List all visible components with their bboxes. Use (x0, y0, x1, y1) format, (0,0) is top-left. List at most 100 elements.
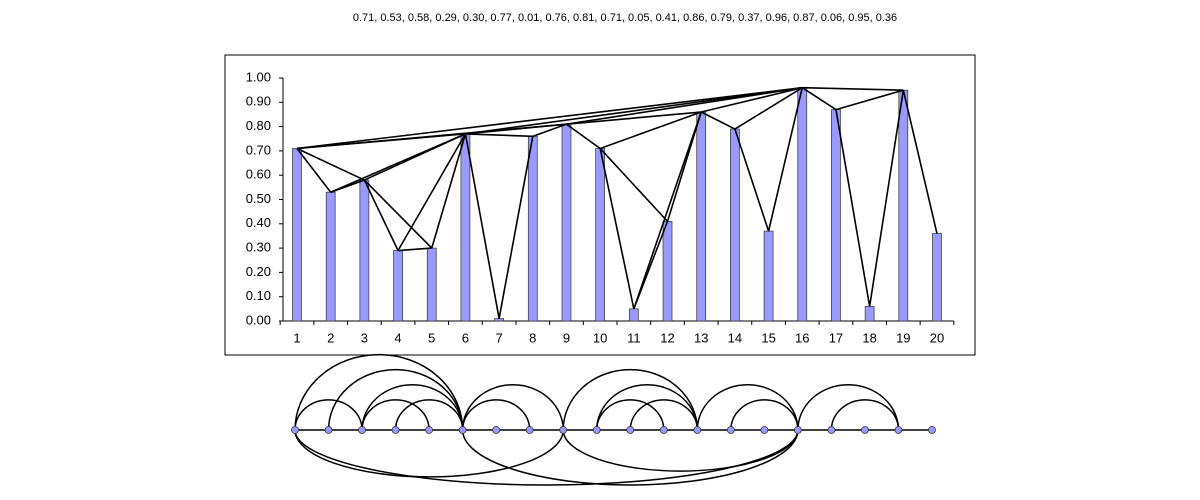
bar (561, 123, 572, 322)
arc (361, 384, 464, 431)
bar (696, 111, 707, 322)
arc (294, 429, 564, 478)
visibility-line (801, 87, 837, 111)
arc-node (291, 426, 299, 434)
visibility-line (465, 133, 533, 138)
x-tick-label: 4 (394, 330, 401, 345)
visibility-line (700, 111, 736, 130)
x-tick-label: 9 (563, 330, 570, 345)
y-tick-label: 0.80 (246, 118, 271, 133)
arc (595, 384, 699, 431)
visibility-line (902, 89, 938, 234)
bar (864, 306, 875, 322)
y-tick-label: 0.90 (246, 94, 271, 109)
visibility-line (397, 133, 467, 251)
arc-node (492, 426, 501, 434)
arc (294, 353, 464, 431)
arc-node (693, 426, 702, 434)
bar (460, 133, 471, 322)
visibility-line (767, 87, 804, 232)
arc (629, 399, 699, 431)
arc-node (391, 426, 400, 434)
arc (562, 369, 699, 431)
x-tick-label: 19 (896, 330, 910, 345)
y-tick-label: 0.00 (246, 312, 271, 327)
x-tick-label: 1 (293, 330, 300, 345)
visibility-line (666, 111, 702, 222)
y-tick-label: 0.10 (246, 288, 271, 303)
bar (359, 179, 370, 322)
y-tick-label: 0.30 (246, 240, 271, 255)
x-tick-label: 20 (930, 330, 944, 345)
arc-node (793, 426, 802, 434)
visibility-line (296, 86, 803, 150)
visibility-line (734, 87, 803, 130)
x-tick-label: 14 (728, 330, 742, 345)
bar (426, 247, 437, 322)
bar (831, 109, 841, 322)
y-tick-label: 0.60 (246, 167, 271, 182)
bar (393, 250, 403, 322)
x-tick-label: 16 (795, 330, 809, 345)
arc-node (425, 426, 434, 434)
bar (797, 87, 808, 322)
x-tick-label: 12 (660, 330, 674, 345)
y-tick-label: 0.40 (246, 215, 271, 230)
bar (292, 148, 302, 322)
x-tick-label: 10 (593, 330, 607, 345)
visibility-line (734, 128, 770, 232)
visibility-line (701, 86, 803, 113)
arc-node (458, 426, 467, 434)
x-tick-label: 5 (428, 330, 435, 345)
bar (763, 230, 774, 322)
arc (361, 399, 430, 431)
arc (696, 384, 799, 431)
bar (325, 191, 336, 322)
visibility-line (464, 133, 500, 319)
visibility-line (802, 86, 904, 91)
visibility-line (498, 136, 534, 319)
arc (461, 399, 531, 431)
visibility-line (633, 111, 702, 310)
bar (628, 308, 639, 322)
visibility-line (566, 111, 702, 125)
bar (662, 221, 673, 322)
visibility-line (532, 123, 567, 138)
arc-node (861, 426, 869, 434)
arc (461, 429, 799, 486)
arc-node (827, 426, 836, 434)
visibility-line (397, 247, 432, 252)
visibility-line (599, 147, 669, 222)
visibility-line (835, 109, 871, 307)
arc (562, 429, 799, 472)
arc-node (358, 426, 366, 434)
visibility-line (430, 133, 467, 249)
visibility-line (363, 179, 399, 251)
x-tick-label: 6 (462, 330, 469, 345)
arc (595, 399, 665, 431)
x-tick-label: 7 (495, 330, 502, 345)
y-tick-label: 1.00 (246, 69, 271, 84)
x-tick-label: 11 (627, 330, 641, 345)
arc-node (324, 426, 333, 434)
arc-node (928, 426, 936, 434)
arc (830, 399, 900, 431)
arc (730, 399, 799, 431)
bar (730, 128, 740, 322)
bar (527, 135, 538, 322)
visibility-line (599, 111, 702, 150)
arc (461, 384, 564, 431)
arc (294, 399, 363, 431)
x-tick-label: 2 (327, 330, 334, 345)
arc-node (760, 426, 769, 434)
chart-title: 0.71, 0.53, 0.58, 0.29, 0.30, 0.77, 0.01… (353, 12, 897, 24)
x-tick-label: 8 (529, 330, 536, 345)
x-tick-label: 13 (694, 330, 708, 345)
bar (932, 233, 942, 322)
arc-node (559, 426, 568, 434)
arc-node (592, 426, 601, 434)
arc (327, 368, 464, 431)
bar (595, 148, 606, 322)
